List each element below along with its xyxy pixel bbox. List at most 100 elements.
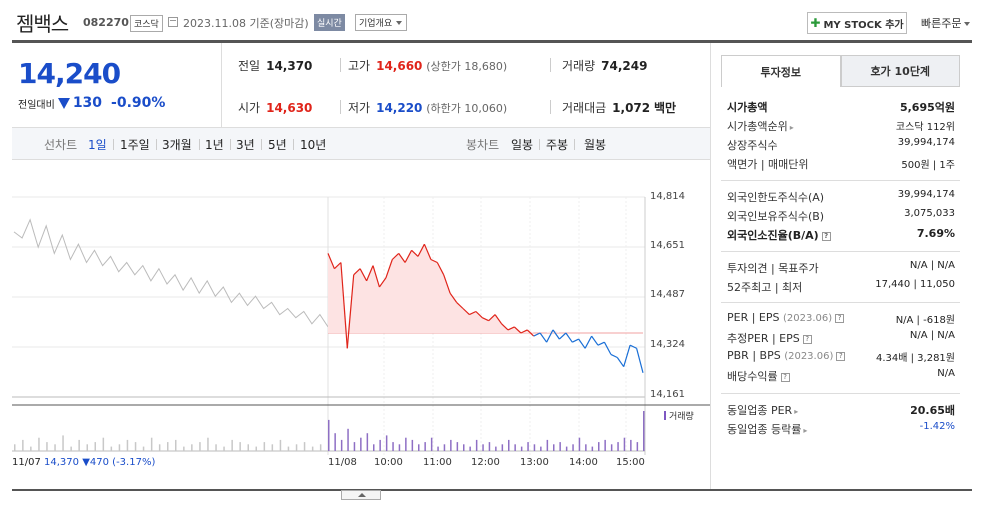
x-tick-label: 15:00 — [616, 457, 645, 468]
volume-bar-today — [430, 437, 433, 451]
candle-monthly[interactable]: 월봉 — [584, 138, 607, 152]
top-divider — [12, 40, 972, 43]
help-icon[interactable]: ? — [821, 231, 831, 241]
quick-order-dropdown[interactable]: 빠른주문 — [921, 15, 970, 31]
today-price-segment — [436, 262, 445, 276]
today-price-segment — [411, 249, 419, 257]
today-price-segment — [552, 329, 560, 340]
period-5y[interactable]: 5년 — [268, 138, 287, 152]
plus-icon: ✚ — [810, 16, 821, 30]
info-row-per: PER | EPS (2023.06)? N/A | -618원 — [727, 311, 955, 326]
volume-bar-today — [508, 439, 510, 451]
help-icon[interactable]: ? — [802, 334, 812, 344]
help-icon[interactable]: ? — [835, 313, 845, 323]
industry-per-link[interactable]: 동일업종 PER ▸ — [727, 404, 799, 417]
volume-bar-prev — [150, 437, 153, 451]
volume-bar-today — [463, 444, 465, 451]
info-row-foreign-ratio: 외국인소진율(B/A)? 7.69% — [727, 227, 955, 242]
candle-daily[interactable]: 일봉 — [511, 138, 534, 152]
period-3y[interactable]: 3년 — [236, 138, 255, 152]
invest-info-panel: 투자정보 호가 10단계 시가총액 5,695억원 시가총액순위 ▸ 코스닥 11… — [710, 43, 972, 489]
today-price-segment — [565, 332, 573, 343]
today-price-segment — [443, 274, 451, 294]
x-tick-label: 11/08 — [328, 457, 357, 468]
volume-bar-prev — [247, 444, 249, 451]
today-price-segment — [597, 341, 605, 346]
realtime-button[interactable]: 실시간 — [314, 14, 345, 31]
period-10y[interactable]: 10년 — [300, 138, 327, 152]
volume-bar-today — [411, 439, 414, 451]
volume-bar-today — [385, 435, 388, 451]
info-group-opinion: 투자의견 | 목표주가 N/A | N/A 52주최고 | 최저 17,440 … — [727, 258, 955, 296]
bottom-divider — [12, 489, 972, 491]
volume-bar-today — [488, 442, 491, 451]
prev-change: ▼470 — [82, 457, 109, 468]
stat-open: 시가 14,630 — [238, 101, 313, 115]
volume-bar-prev — [263, 442, 266, 451]
period-1d[interactable]: 1일 — [88, 138, 107, 152]
today-price-segment — [603, 341, 612, 355]
line-chart-label: 선차트 — [44, 138, 78, 152]
price-summary: 14,240 전일대비 130 -0.90% — [12, 43, 222, 127]
volume-bar-prev — [78, 439, 80, 451]
market-cap-rank-link[interactable]: 시가총액순위 ▸ — [727, 120, 794, 133]
price-change: 전일대비 130 -0.90% — [18, 95, 165, 111]
today-price-segment — [513, 326, 522, 334]
my-stock-add-button[interactable]: ✚ MY STOCK 추가 — [807, 12, 907, 34]
volume-bar-prev — [239, 442, 241, 451]
today-price-segment — [398, 253, 406, 263]
info-row-shares: 상장주식수 39,994,174 — [727, 137, 955, 152]
x-tick-label: 11:00 — [423, 457, 452, 468]
volume-bar-today — [340, 439, 343, 451]
today-price-segment — [501, 323, 509, 331]
volume-bar-prev — [110, 446, 113, 451]
today-price-segment — [578, 338, 586, 349]
info-row-par: 액면가 | 매매단위 500원 | 1주 — [727, 158, 955, 171]
volume-bar-prev — [167, 442, 169, 451]
today-price-segment — [494, 314, 503, 325]
period-1w[interactable]: 1주일 — [120, 138, 150, 152]
volume-bar-today — [360, 437, 362, 451]
company-overview-dropdown[interactable]: 기업개요 — [355, 14, 408, 31]
info-row-dividend: 배당수익률? N/A — [727, 368, 955, 383]
today-price-segment — [539, 332, 548, 343]
volume-bar-today — [514, 444, 516, 451]
calendar-icon — [168, 17, 178, 27]
tab-hoga-10[interactable]: 호가 10단계 — [840, 55, 960, 87]
prev-day-line — [13, 218, 329, 328]
info-group-valuation: PER | EPS (2023.06)? N/A | -618원 추정PER |… — [727, 309, 955, 385]
volume-bar-prev — [46, 442, 48, 451]
volume-bar-today — [598, 442, 600, 451]
arrow-right-icon: ▸ — [803, 426, 808, 435]
volume-bar-today — [398, 444, 401, 451]
today-price-segment — [346, 274, 355, 349]
today-price-segment — [546, 329, 554, 343]
industry-rate-link[interactable]: 동일업종 등락률 ▸ — [727, 423, 808, 436]
volume-bar-today — [559, 442, 561, 451]
tab-invest-info[interactable]: 투자정보 — [721, 55, 841, 87]
stock-code: 082270 — [83, 16, 129, 29]
today-price-segment — [469, 310, 477, 316]
toolbar-separator — [261, 139, 262, 150]
volume-bar-today — [482, 444, 484, 451]
help-icon[interactable]: ? — [836, 351, 846, 361]
today-price-segment — [372, 265, 380, 288]
period-1y[interactable]: 1년 — [205, 138, 224, 152]
volume-bar-today — [572, 444, 574, 451]
today-price-segment — [572, 338, 579, 343]
stock-name: 젬백스 — [16, 12, 69, 36]
volume-bar-prev — [303, 442, 306, 451]
collapse-chart-button[interactable] — [341, 490, 381, 500]
toolbar-separator — [199, 139, 200, 150]
today-price-segment — [333, 262, 342, 270]
volume-bar-today — [630, 439, 632, 451]
volume-bar-today — [540, 446, 542, 451]
prev-date: 11/07 — [12, 457, 41, 468]
volume-bar-today — [418, 444, 420, 451]
info-row-market-cap: 시가총액 5,695억원 — [727, 101, 955, 114]
period-3m[interactable]: 3개월 — [162, 138, 192, 152]
today-price-segment — [533, 332, 541, 337]
today-price-segment — [340, 262, 348, 349]
help-icon[interactable]: ? — [780, 372, 790, 382]
candle-weekly[interactable]: 주봉 — [546, 138, 569, 152]
